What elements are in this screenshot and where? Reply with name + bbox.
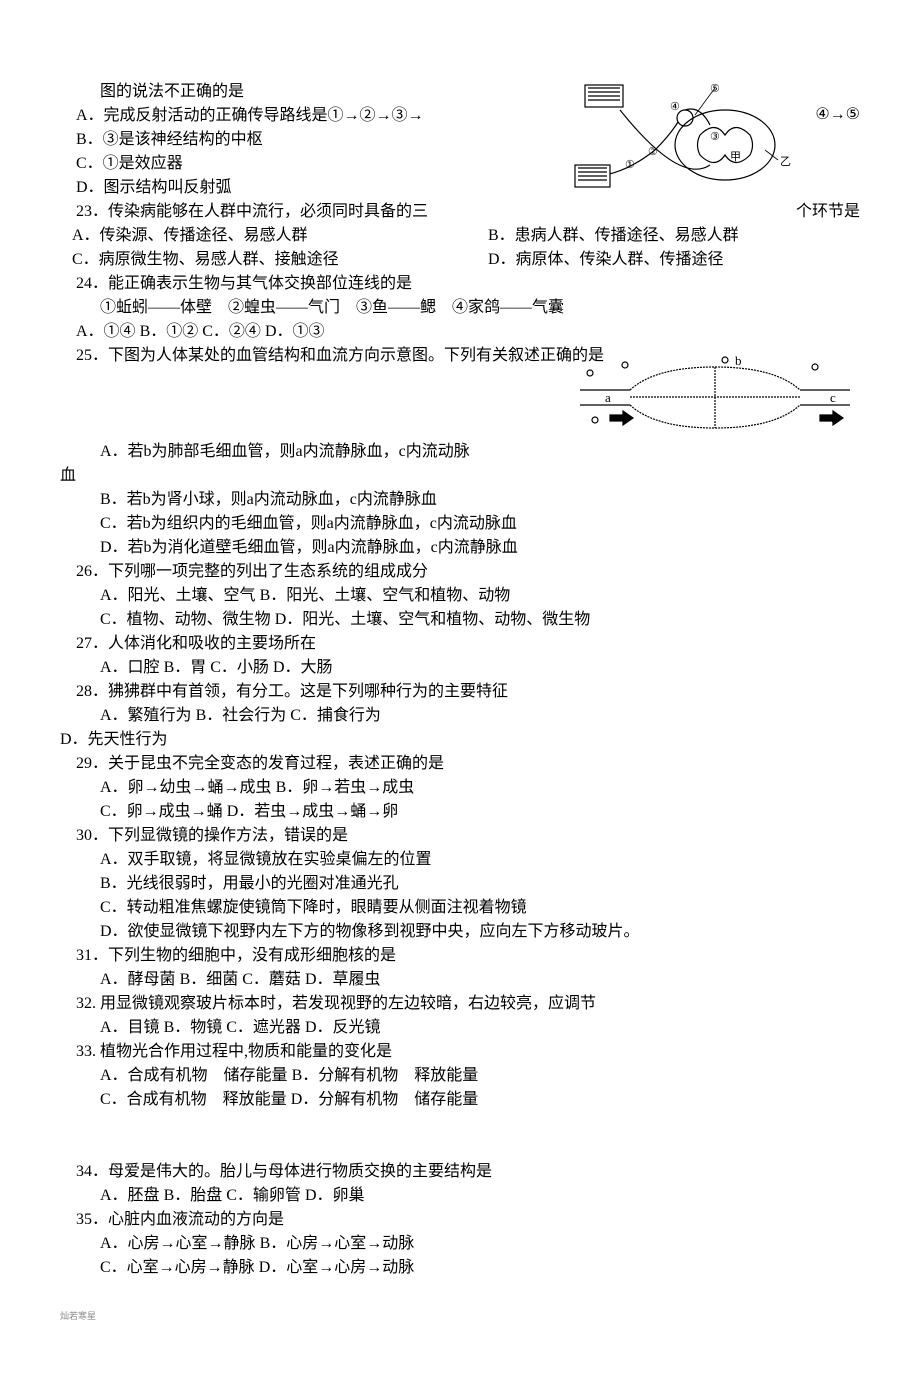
blood-vessel-figure: a b c xyxy=(575,355,855,435)
q33-stem: 33. 植物光合作用过程中,物质和能量的变化是 xyxy=(60,1040,860,1064)
q27-stem: 27．人体消化和吸收的主要场所在 xyxy=(60,632,860,656)
q27-opt-d: D．大肠 xyxy=(273,659,333,676)
q26-opt-d: D．阳光、土壤、空气和植物、动物、微生物 xyxy=(275,611,591,628)
q23-stem-tail: 个环节是 xyxy=(796,200,860,224)
q29-opt-a: A．卵→幼虫→蛹→成虫 xyxy=(100,779,272,796)
q30-opt-b: B．光线很弱时，用最小的光圈对准通光孔 xyxy=(60,872,860,896)
q32-opt-d: D．反光镜 xyxy=(305,1019,381,1036)
q26-opt-b: B．阳光、土壤、空气和植物、动物 xyxy=(260,587,511,604)
q31-opt-d: D．草履虫 xyxy=(305,971,381,988)
q34-opt-a: A．胚盘 xyxy=(100,1187,160,1204)
q24-opt-d: D．①③ xyxy=(265,323,325,340)
q35-opt-c: C．心室→心房→静脉 xyxy=(100,1259,255,1276)
q31-opt-b: B．细菌 xyxy=(180,971,239,988)
q28-opt-c: C．捕食行为 xyxy=(290,707,381,724)
q29-opt-d: D．若虫→成虫→蛹→卵 xyxy=(227,803,399,820)
q31-stem: 31．下列生物的细胞中，没有成形细胞核的是 xyxy=(60,944,860,968)
label-c: c xyxy=(830,390,836,405)
q33-opt-b: B．分解有机物 释放能量 xyxy=(292,1067,479,1084)
q25-opt-b: B．若b为肾小球，则a内流动脉血，c内流静脉血 xyxy=(60,488,860,512)
q24-stem: 24．能正确表示生物与其气体交换部位连线的是 xyxy=(60,272,860,296)
q25-opt-a-l2: 血 xyxy=(60,464,860,488)
q30-opt-d: D．欲使显微镜下视野内左下方的物像移到视野中央，应向左下方移动玻片。 xyxy=(60,920,860,944)
label-1: ① xyxy=(625,159,635,171)
label-a: a xyxy=(605,390,611,405)
q34-opt-c: C．输卵管 xyxy=(226,1187,301,1204)
q25-opt-d: D．若b为消化道壁毛细血管，则a内流静脉血，c内流静脉血 xyxy=(60,536,860,560)
q32-opt-c: C．遮光器 xyxy=(226,1019,301,1036)
q28-opt-d: D．先天性行为 xyxy=(60,728,860,752)
q27-opt-c: C．小肠 xyxy=(210,659,269,676)
q27-opt-a: A．口腔 xyxy=(100,659,160,676)
q23-opt-d: D．病原体、传染人群、传播途径 xyxy=(488,251,724,268)
q34-opt-d: D．卵巢 xyxy=(305,1187,365,1204)
q24-opt-b: B．①② xyxy=(140,323,199,340)
q22-opt-a-tail: ④→⑤ xyxy=(815,103,860,127)
q24-opt-a: A．①④ xyxy=(76,323,136,340)
q33-opt-d: D．分解有机物 储存能量 xyxy=(291,1091,479,1108)
q33-opt-a: A．合成有机物 储存能量 xyxy=(100,1067,288,1084)
footer-watermark: 灿若寒星 xyxy=(60,1310,860,1324)
q31-opt-c: C．蘑菇 xyxy=(242,971,301,988)
q23-opt-c: C．病原微生物、易感人群、接触途径 xyxy=(72,251,339,268)
q24-opt-c: C．②④ xyxy=(202,323,261,340)
reflex-arc-figure: ① ② ③ ④ ⑤ 甲 乙 xyxy=(570,80,800,200)
q27-opt-b: B．胃 xyxy=(164,659,207,676)
q26-stem: 26．下列哪一项完整的列出了生态系统的组成成分 xyxy=(60,560,860,584)
q33-opt-c: C．合成有机物 释放能量 xyxy=(100,1091,287,1108)
q35-opt-a: A．心房→心室→静脉 xyxy=(100,1235,256,1252)
q30-opt-a: A．双手取镜，将显微镜放在实验桌偏左的位置 xyxy=(60,848,860,872)
q29-opt-c: C．卵→成虫→蛹 xyxy=(100,803,223,820)
q28-opt-a: A．繁殖行为 xyxy=(100,707,192,724)
q32-opt-a: A．目镜 xyxy=(100,1019,160,1036)
q26-opt-a: A．阳光、土壤、空气 xyxy=(100,587,256,604)
q29-opt-b: B．卵→若虫→成虫 xyxy=(276,779,415,796)
q29-stem: 29．关于昆虫不完全变态的发育过程，表述正确的是 xyxy=(60,752,860,776)
q35-opt-b: B．心房→心室→动脉 xyxy=(260,1235,415,1252)
q28-opt-b: B．社会行为 xyxy=(196,707,287,724)
q26-opt-c: C．植物、动物、微生物 xyxy=(100,611,271,628)
q32-opt-b: B．物镜 xyxy=(164,1019,223,1036)
q25-opt-a-l1: A．若b为肺部毛细血管，则a内流静脉血，c内流动脉 xyxy=(60,440,860,464)
q34-opt-b: B．胎盘 xyxy=(164,1187,223,1204)
q23-opt-b: B．患病人群、传播途径、易感人群 xyxy=(488,227,739,244)
q30-opt-c: C．转动粗准焦螺旋使镜筒下降时，眼睛要从侧面注视着物镜 xyxy=(60,896,860,920)
label-jia: 甲 xyxy=(730,151,741,163)
q23-stem: 23．传染病能够在人群中流行，必须同时具备的三 xyxy=(60,200,860,224)
q25-opt-c: C．若b为组织内的毛细血管，则a内流静脉血，c内流动脉血 xyxy=(60,512,860,536)
label-b: b xyxy=(735,355,742,368)
q24-items: ①蚯蚓——体壁 ②蝗虫——气门 ③鱼——鳃 ④家鸽——气囊 xyxy=(60,296,860,320)
label-2: ② xyxy=(648,146,658,158)
q30-stem: 30．下列显微镜的操作方法，错误的是 xyxy=(60,824,860,848)
q32-stem: 32. 用显微镜观察玻片标本时，若发现视野的左边较暗，右边较亮，应调节 xyxy=(60,992,860,1016)
q28-stem: 28．狒狒群中有首领，有分工。这是下列哪种行为的主要特征 xyxy=(60,680,860,704)
label-4: ④ xyxy=(670,101,680,113)
q34-stem: 34．母爱是伟大的。胎儿与母体进行物质交换的主要结构是 xyxy=(60,1160,860,1184)
label-3: ③ xyxy=(710,131,720,143)
q35-opt-d: D．心室→心房→动脉 xyxy=(259,1259,415,1276)
label-yi: 乙 xyxy=(780,155,791,168)
q23-opt-a: A．传染源、传播途径、易感人群 xyxy=(72,227,308,244)
q35-stem: 35．心脏内血液流动的方向是 xyxy=(60,1208,860,1232)
q31-opt-a: A．酵母菌 xyxy=(100,971,176,988)
